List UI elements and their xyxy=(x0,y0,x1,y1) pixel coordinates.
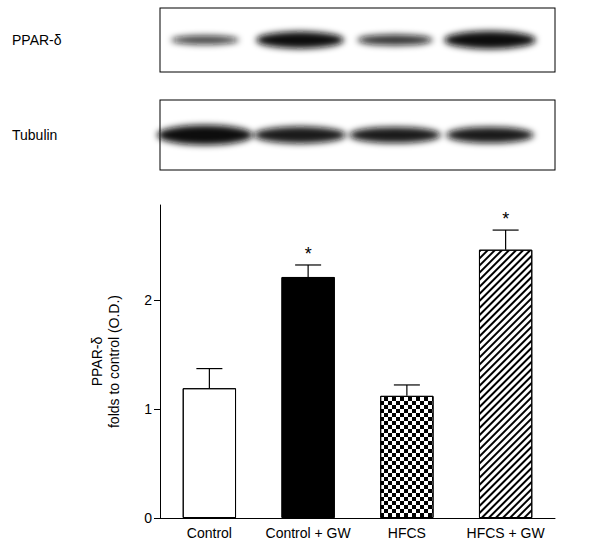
svg-text:HFCS + GW: HFCS + GW xyxy=(467,525,546,541)
svg-text:HFCS: HFCS xyxy=(388,525,426,541)
svg-text:PPAR-δ: PPAR-δ xyxy=(12,32,62,48)
svg-text:folds to control (O.D.): folds to control (O.D.) xyxy=(106,295,122,428)
svg-text:Control + GW: Control + GW xyxy=(266,525,352,541)
svg-text:0: 0 xyxy=(144,510,152,526)
svg-text:1: 1 xyxy=(144,401,152,417)
svg-text:2: 2 xyxy=(144,292,152,308)
svg-text:Tubulin: Tubulin xyxy=(12,127,57,143)
svg-text:PPAR-δ: PPAR-δ xyxy=(89,337,105,387)
svg-text:*: * xyxy=(502,209,509,229)
svg-text:*: * xyxy=(305,244,312,264)
svg-text:Control: Control xyxy=(187,525,232,541)
